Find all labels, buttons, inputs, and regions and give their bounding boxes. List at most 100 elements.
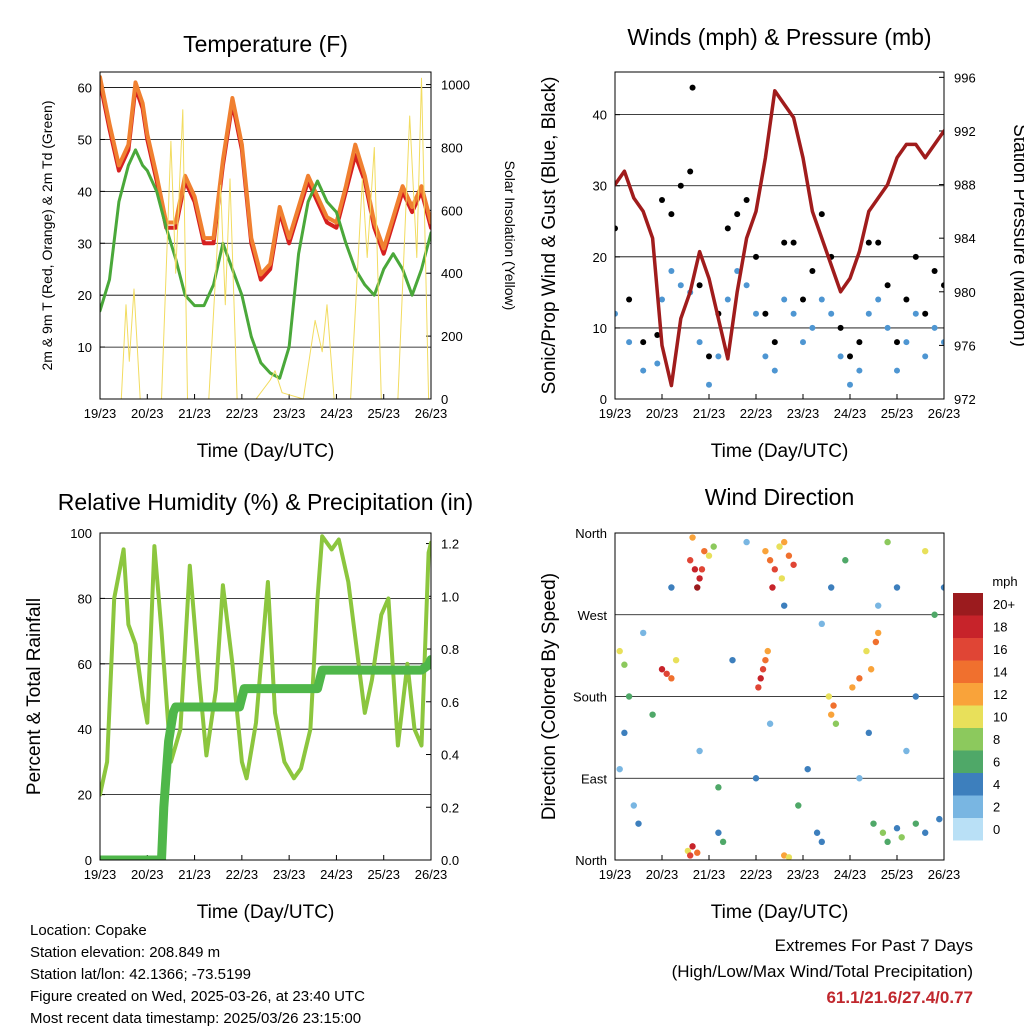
wind-point [837, 324, 844, 331]
station-info: Location: Copake Station elevation: 208.… [30, 920, 365, 1030]
x-tick-label: 26/23 [415, 867, 448, 882]
y2-tick-label: 800 [441, 140, 463, 155]
y2-tick-label: 0.2 [441, 800, 459, 815]
wind-point [931, 324, 938, 331]
extremes-values: 61.1/21.6/27.4/0.77 [826, 988, 973, 1007]
wind-point [837, 353, 844, 360]
direction-point [776, 543, 783, 550]
latlon-text: Station lat/lon: 42.1366; -73.5199 [30, 966, 252, 983]
wind-point [762, 353, 769, 360]
y2-tick-label: 400 [441, 266, 463, 281]
extremes-block: Extremes For Past 7 Days (High/Low/Max W… [672, 933, 973, 1011]
x-axis-label: Time (Day/UTC) [711, 902, 849, 923]
x-tick-label: 23/23 [787, 867, 820, 882]
wind-point [677, 182, 684, 189]
y-tick-label: 30 [78, 236, 92, 251]
wind-point [856, 367, 863, 374]
direction-point [818, 620, 825, 628]
direction-point [872, 638, 880, 646]
y2-tick-label: 600 [441, 203, 463, 218]
direction-point [762, 656, 769, 664]
y-tick-label: 80 [78, 591, 92, 606]
x-tick-label: 26/23 [928, 406, 961, 421]
wind-point [894, 339, 900, 346]
direction-point [912, 820, 919, 827]
data-layer [100, 534, 431, 860]
direction-point [616, 765, 623, 773]
direction-point [893, 584, 901, 591]
y-tick-label: 40 [78, 184, 92, 199]
wind-point [753, 253, 759, 260]
precip-line [100, 655, 431, 860]
direction-point [658, 666, 666, 673]
direction-point [870, 820, 877, 827]
y2-tick-label: 980 [954, 285, 976, 300]
direction-point [649, 711, 656, 718]
wind-point [626, 296, 633, 303]
wind-point [743, 282, 750, 289]
colorbar-swatch [953, 750, 983, 773]
direction-point [785, 552, 793, 559]
direction-point [759, 666, 767, 673]
chart-title: Relative Humidity (%) & Precipitation (i… [58, 489, 473, 515]
colorbar-label: 20+ [993, 597, 1015, 612]
x-axis-label: Time (Day/UTC) [197, 902, 335, 923]
direction-point [828, 711, 835, 718]
wind-point [818, 211, 825, 218]
wind-point [668, 211, 675, 218]
direction-point [635, 820, 642, 827]
data-layer [616, 534, 944, 860]
x-tick-label: 19/23 [84, 406, 117, 421]
extremes-subtitle: (High/Low/Max Wind/Total Precipitation) [671, 962, 973, 981]
x-tick-label: 22/23 [226, 867, 259, 882]
data-layer [100, 75, 431, 399]
plot-frame [614, 532, 945, 861]
y2-tick-label: 1.2 [441, 537, 459, 552]
wind-point [724, 225, 731, 232]
direction-point [687, 557, 694, 564]
wind-point [734, 211, 741, 218]
wind-point [790, 239, 797, 246]
wind-point [734, 268, 741, 275]
colorbar-swatch [953, 728, 983, 751]
series-line-2 [100, 148, 431, 380]
wind-point [724, 296, 731, 303]
direction-label: North [575, 526, 607, 541]
y-axis-label: Sonic/Prop Wind & Gust (Blue, Black) [539, 77, 560, 395]
chart-panel-1: Temperature (F)1020304050600200400600800… [39, 31, 518, 462]
direction-point [668, 584, 675, 591]
colorbar-swatch [953, 683, 983, 706]
colorbar-label: 10 [993, 710, 1007, 725]
direction-point [689, 534, 696, 541]
wind-point [615, 225, 618, 232]
x-tick-label: 22/23 [740, 867, 773, 882]
x-tick-label: 26/23 [928, 867, 961, 882]
y-tick-label: 40 [78, 722, 92, 737]
chart-title: Temperature (F) [183, 31, 348, 57]
direction-point [764, 647, 771, 655]
direction-point [715, 784, 722, 791]
wind-point [626, 339, 633, 346]
extremes-title: Extremes For Past 7 Days [774, 936, 973, 955]
wind-point [706, 353, 712, 360]
colorbar-label: 12 [993, 687, 1007, 702]
y-tick-label: 60 [78, 657, 92, 672]
direction-point [903, 747, 910, 755]
x-axis-label: Time (Day/UTC) [197, 441, 335, 462]
y2-tick-label: 0.6 [441, 695, 459, 710]
y-tick-label: 60 [78, 81, 92, 96]
direction-point [625, 693, 633, 700]
colorbar-swatch [953, 593, 983, 616]
x-tick-label: 23/23 [787, 406, 820, 421]
plot-frame [614, 71, 945, 400]
wind-point [800, 296, 806, 303]
direction-point [729, 656, 736, 664]
direction-point [884, 838, 891, 846]
wind-point [809, 324, 816, 331]
colorbar-swatch [953, 660, 983, 683]
x-tick-label: 24/23 [320, 867, 353, 882]
colorbar-swatch [953, 705, 983, 728]
direction-point [849, 684, 856, 691]
x-tick-label: 24/23 [834, 406, 867, 421]
